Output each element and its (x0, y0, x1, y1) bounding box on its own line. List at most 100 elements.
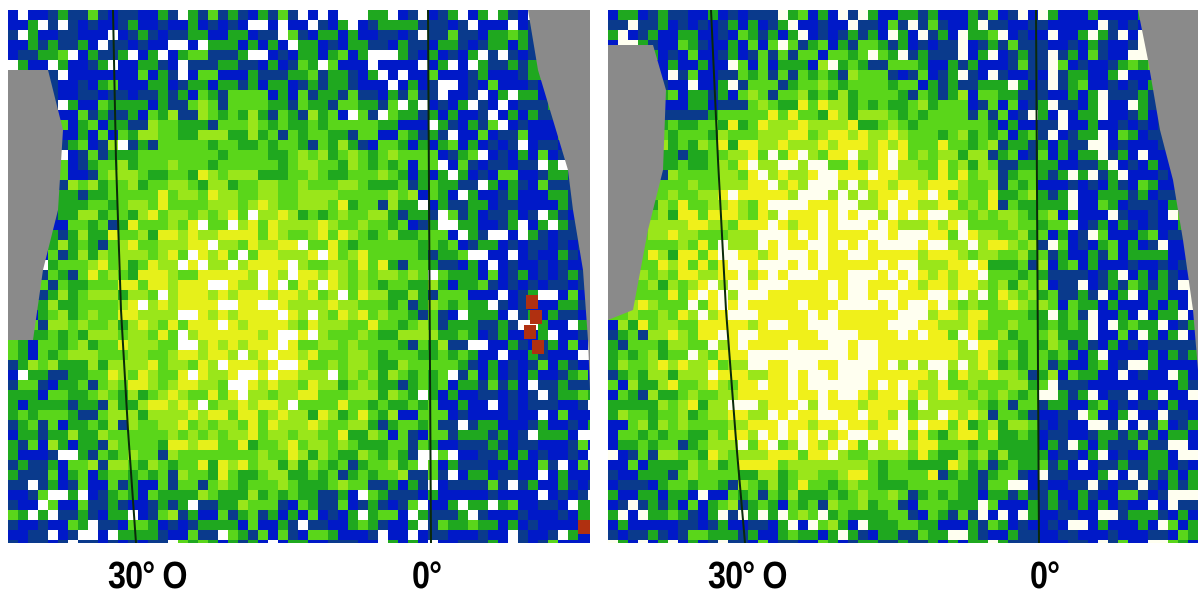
field-cell (538, 310, 548, 320)
field-cell (458, 120, 468, 130)
field-cell (268, 450, 278, 460)
field-cell (218, 120, 228, 130)
field-cell (238, 390, 248, 400)
field-cell (408, 260, 418, 270)
field-cell (188, 330, 198, 340)
field-cell (48, 520, 58, 530)
field-cell (958, 210, 968, 220)
field-cell (888, 230, 898, 240)
field-cell (988, 130, 998, 140)
field-cell (428, 540, 438, 543)
field-cell (578, 360, 588, 370)
field-cell (408, 50, 418, 60)
field-cell (58, 490, 68, 500)
field-cell (378, 370, 388, 380)
field-cell (378, 530, 388, 540)
field-cell (898, 70, 908, 80)
field-cell (38, 320, 48, 330)
field-cell (878, 200, 888, 210)
field-cell (268, 310, 278, 320)
field-cell (548, 360, 558, 370)
field-cell (168, 60, 178, 70)
field-cell (228, 80, 238, 90)
field-cell (558, 200, 568, 210)
field-cell (198, 360, 208, 370)
field-cell (368, 20, 378, 30)
field-cell (548, 520, 558, 530)
field-cell (118, 50, 128, 60)
field-cell (698, 140, 708, 150)
field-cell (408, 300, 418, 310)
field-cell (338, 350, 348, 360)
field-cell (528, 90, 538, 100)
field-cell (1138, 70, 1148, 80)
field-cell (328, 540, 338, 543)
field-cell (398, 10, 408, 20)
field-cell (408, 430, 418, 440)
field-cell (1108, 70, 1118, 80)
field-cell (438, 420, 448, 430)
field-cell (998, 50, 1008, 60)
field-cell (268, 360, 278, 370)
field-cell (528, 270, 538, 280)
field-cell (58, 120, 68, 130)
field-cell (128, 360, 138, 370)
field-cell (858, 130, 868, 140)
field-cell (458, 470, 468, 480)
field-cell (728, 40, 738, 50)
field-cell (808, 30, 818, 40)
field-cell (368, 250, 378, 260)
field-cell (418, 60, 428, 70)
field-cell (268, 390, 278, 400)
field-cell (458, 290, 468, 300)
field-cell (778, 240, 788, 250)
field-cell (248, 370, 258, 380)
field-cell (518, 220, 528, 230)
field-cell (1058, 170, 1068, 180)
field-cell (518, 230, 528, 240)
field-cell (278, 320, 288, 330)
field-cell (548, 260, 558, 270)
field-cell (298, 290, 308, 300)
field-cell (238, 450, 248, 460)
field-cell (838, 70, 848, 80)
field-cell (18, 490, 28, 500)
field-cell (368, 60, 378, 70)
field-cell (38, 360, 48, 370)
field-cell (778, 260, 788, 270)
field-cell (98, 540, 108, 543)
field-cell (898, 180, 908, 190)
field-cell (838, 150, 848, 160)
field-cell (758, 280, 768, 290)
field-cell (1158, 280, 1168, 290)
field-cell (258, 110, 268, 120)
field-cell (498, 480, 508, 490)
field-cell (348, 410, 358, 420)
field-cell (508, 390, 518, 400)
field-cell (1108, 190, 1118, 200)
field-cell (268, 410, 278, 420)
field-cell (138, 60, 148, 70)
field-cell (518, 80, 528, 90)
field-cell (368, 10, 378, 20)
field-cell (1168, 180, 1178, 190)
field-cell (898, 30, 908, 40)
field-cell (78, 50, 88, 60)
field-cell (38, 50, 48, 60)
field-cell (188, 410, 198, 420)
field-cell (558, 490, 568, 500)
field-cell (1048, 150, 1058, 160)
field-cell (168, 270, 178, 280)
field-cell (1068, 190, 1078, 200)
field-cell (1078, 40, 1088, 50)
field-cell (368, 150, 378, 160)
field-cell (468, 290, 478, 300)
field-cell (728, 150, 738, 160)
field-cell (368, 540, 378, 543)
field-cell (368, 300, 378, 310)
field-cell (378, 360, 388, 370)
field-cell (658, 220, 668, 230)
field-cell (118, 20, 128, 30)
field-cell (498, 400, 508, 410)
field-cell (358, 280, 368, 290)
